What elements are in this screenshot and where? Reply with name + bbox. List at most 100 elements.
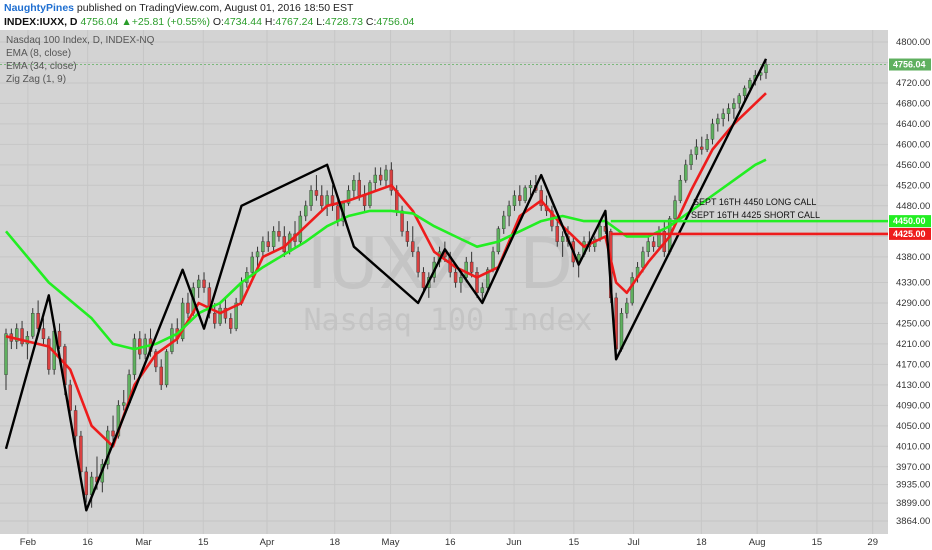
candle-body	[304, 205, 308, 217]
time-tick-label: 18	[696, 537, 707, 548]
candle-body	[180, 302, 185, 340]
candle-body	[625, 302, 629, 314]
candle-body	[314, 190, 319, 196]
price-tick-label: 4600.00	[896, 139, 930, 150]
candle-body	[721, 113, 725, 119]
candle-body	[411, 241, 415, 253]
candle-body	[186, 302, 190, 314]
candle-body	[555, 226, 559, 242]
candle-body	[15, 328, 19, 342]
candle-body	[764, 64, 768, 73]
candle-body	[336, 205, 340, 222]
price-chart[interactable]: IUXX, D Nasdaq 100 Index SEPT 16TH 4450 …	[0, 30, 932, 550]
candle-body	[73, 410, 78, 437]
long-price-label-box	[889, 215, 931, 228]
candle-body	[630, 277, 634, 304]
price-axis[interactable]	[888, 30, 932, 550]
candle-body	[678, 179, 683, 201]
price-tick-labels: 4800.004760.004720.004680.004640.004600.…	[896, 37, 930, 527]
candle-body	[641, 251, 645, 268]
time-tick-label: Mar	[135, 537, 151, 548]
ema8-legend: EMA (8, close)	[6, 48, 71, 59]
candle-body	[68, 384, 72, 411]
candle-body	[726, 108, 731, 114]
candle-body	[400, 210, 404, 232]
candle-body	[689, 154, 693, 166]
candle-body	[47, 338, 51, 370]
candle-body	[560, 236, 565, 242]
short-call-annotation: SEPT 16TH 4425 SHORT CALL	[691, 210, 820, 220]
price-tick-label: 3899.00	[896, 498, 930, 509]
close-label: C:	[365, 16, 377, 28]
candle-body	[20, 328, 24, 345]
candle-body	[748, 80, 752, 89]
plot-area[interactable]	[0, 30, 888, 534]
publish-info: published on TradingView.com, August 01,…	[74, 2, 354, 14]
indicator-title: Nasdaq 100 Index, D, INDEX-NQ	[6, 35, 155, 46]
candle-body	[362, 195, 367, 206]
zigzag-legend: Zig Zag (1, 9)	[6, 74, 66, 85]
candle-body	[57, 330, 62, 347]
candle-body	[700, 146, 704, 150]
candle-body	[352, 179, 356, 191]
candle-body	[261, 241, 265, 253]
price-tick-label: 4050.00	[896, 421, 930, 432]
candle-body	[320, 195, 324, 206]
ohlc-line: INDEX:IUXX, D 4756.04 ▲+25.81 (+0.55%) O…	[4, 16, 414, 28]
candle-body	[116, 405, 121, 437]
candle-body	[277, 231, 281, 237]
candle-body	[485, 269, 490, 288]
candle-body	[416, 251, 420, 273]
candle-body	[475, 272, 479, 293]
price-tick-label: 3935.00	[896, 480, 930, 491]
candle-body	[202, 279, 206, 288]
candle-body	[84, 471, 88, 496]
candle-body	[229, 318, 233, 329]
time-tick-labels: Feb 16 Mar 15 Apr 18 May 16 Jun 15 Jul 18 Aug 15 29	[20, 537, 878, 548]
candle-body	[4, 333, 8, 375]
price-tick-label: 4090.00	[896, 400, 930, 411]
author-link[interactable]: NaughtyPines	[4, 2, 75, 14]
candle-body	[159, 366, 163, 386]
price-tick-label: 4640.00	[896, 119, 930, 130]
price-tick-label: 4800.00	[896, 37, 930, 48]
candle-body	[673, 200, 677, 219]
time-tick-label: 18	[329, 537, 340, 548]
price-tick-label: 4680.00	[896, 98, 930, 109]
last-price-label-box	[889, 58, 931, 71]
time-tick-label: 29	[867, 537, 878, 548]
price-tick-label: 4290.00	[896, 298, 930, 309]
time-axis[interactable]	[0, 534, 888, 550]
candle-body	[518, 195, 522, 201]
short-price-label-box	[889, 227, 931, 240]
candle-body	[36, 313, 40, 329]
candle-body	[378, 174, 383, 181]
candle-body	[716, 118, 720, 125]
candle-body	[196, 279, 201, 288]
price-tick-label: 4560.00	[896, 160, 930, 171]
candle-body	[507, 205, 511, 217]
publish-line: NaughtyPines published on TradingView.co…	[4, 2, 353, 14]
time-tick-label: 15	[198, 537, 209, 548]
candle-body	[528, 185, 533, 189]
candle-body	[373, 174, 377, 183]
candle-body	[732, 103, 736, 109]
time-tick-label: Apr	[260, 537, 275, 548]
high-label: H:	[264, 16, 276, 28]
candle-body	[421, 272, 426, 288]
candle-body	[271, 231, 276, 247]
price-tick-label: 4170.00	[896, 359, 930, 370]
candle-body	[357, 179, 361, 196]
candle-body	[453, 272, 458, 283]
price-tick-label: 4520.00	[896, 180, 930, 191]
price-tick-label: 4210.00	[896, 339, 930, 350]
price-tick-label: 3970.00	[896, 462, 930, 473]
horizontal-lines	[0, 64, 888, 236]
candle-body	[389, 169, 394, 191]
time-tick-label: Jun	[506, 537, 521, 548]
time-tick-label: 16	[445, 537, 456, 548]
ema34-legend: EMA (34, close)	[6, 61, 77, 72]
low-label: L:	[316, 16, 326, 28]
candle-body	[111, 430, 115, 437]
candle-body	[255, 251, 260, 258]
